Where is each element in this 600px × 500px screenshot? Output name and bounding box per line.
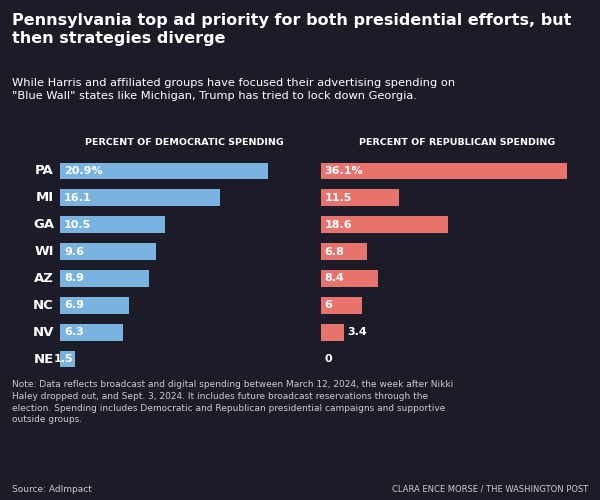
Text: 8.9: 8.9 [64, 274, 84, 283]
Text: While Harris and affiliated groups have focused their advertising spending on
"B: While Harris and affiliated groups have … [12, 78, 455, 100]
Bar [60, 190, 220, 206]
Bar [60, 243, 155, 260]
Bar [321, 162, 568, 180]
Text: 1.5: 1.5 [53, 354, 73, 364]
Bar [60, 162, 268, 180]
Bar [321, 190, 400, 206]
Text: 8.4: 8.4 [325, 274, 344, 283]
Text: Source: AdImpact: Source: AdImpact [12, 485, 92, 494]
Text: WI: WI [35, 245, 54, 258]
Text: PERCENT OF REPUBLICAN SPENDING: PERCENT OF REPUBLICAN SPENDING [359, 138, 556, 147]
Text: Note: Data reflects broadcast and digital spending between March 12, 2024, the w: Note: Data reflects broadcast and digita… [12, 380, 453, 424]
Text: 20.9%: 20.9% [64, 166, 103, 176]
Text: 36.1%: 36.1% [325, 166, 363, 176]
Bar [321, 243, 367, 260]
Text: 3.4: 3.4 [347, 327, 367, 337]
Bar [321, 270, 379, 287]
Bar [60, 350, 75, 368]
Text: GA: GA [33, 218, 54, 231]
Text: AZ: AZ [34, 272, 54, 285]
Text: MI: MI [36, 192, 54, 204]
Text: PERCENT OF DEMOCRATIC SPENDING: PERCENT OF DEMOCRATIC SPENDING [85, 138, 284, 147]
Text: 9.6: 9.6 [64, 246, 84, 256]
Bar [321, 324, 344, 340]
Text: 6.3: 6.3 [64, 327, 84, 337]
Text: 0: 0 [325, 354, 332, 364]
Text: 16.1: 16.1 [64, 193, 92, 203]
Bar [60, 297, 129, 314]
Bar [60, 324, 123, 340]
Text: NV: NV [32, 326, 54, 338]
Text: Pennsylvania top ad priority for both presidential efforts, but
then strategies : Pennsylvania top ad priority for both pr… [12, 12, 571, 46]
Text: NE: NE [34, 352, 54, 366]
Text: 6: 6 [325, 300, 332, 310]
Text: 6.8: 6.8 [325, 246, 344, 256]
Bar [321, 216, 448, 233]
Text: PA: PA [35, 164, 54, 177]
Text: 10.5: 10.5 [64, 220, 91, 230]
Bar [60, 270, 149, 287]
Text: 11.5: 11.5 [325, 193, 352, 203]
Text: NC: NC [33, 299, 54, 312]
Text: 18.6: 18.6 [325, 220, 352, 230]
Bar [60, 216, 164, 233]
Text: 6.9: 6.9 [64, 300, 84, 310]
Bar [321, 297, 362, 314]
Text: CLARA ENCE MORSE / THE WASHINGTON POST: CLARA ENCE MORSE / THE WASHINGTON POST [392, 485, 588, 494]
